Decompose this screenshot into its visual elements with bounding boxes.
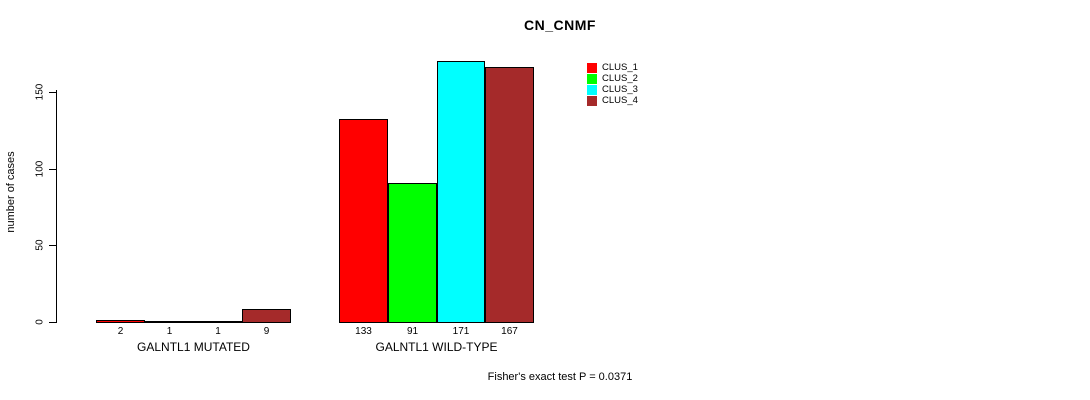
y-tick-mark	[49, 92, 56, 93]
legend: CLUS_1 CLUS_2 CLUS_3 CLUS_4	[587, 62, 638, 106]
category-label: GALNTL1 MUTATED	[137, 340, 250, 354]
legend-label: CLUS_2	[602, 73, 638, 84]
bar-clus_4-group2	[485, 67, 534, 323]
bar-value-label: 133	[355, 326, 372, 337]
legend-swatch-icon	[587, 84, 597, 95]
legend-label: CLUS_4	[602, 95, 638, 106]
y-axis-label: number of cases	[5, 151, 17, 233]
legend-swatch-icon	[587, 73, 597, 84]
legend-item-clus_2: CLUS_2	[587, 73, 638, 84]
bar-value-label: 171	[452, 326, 470, 337]
x-axis-baseline	[339, 322, 534, 323]
bar-value-label: 1	[166, 326, 173, 337]
legend-swatch-icon	[587, 95, 597, 106]
bar-clus_2-group2	[388, 183, 437, 323]
legend-item-clus_1: CLUS_1	[587, 62, 638, 73]
bar-value-label: 2	[117, 326, 124, 337]
x-axis-baseline	[96, 322, 291, 323]
legend-item-clus_3: CLUS_3	[587, 84, 638, 95]
category-label: GALNTL1 WILD-TYPE	[375, 340, 498, 354]
legend-swatch-icon	[587, 62, 597, 73]
y-axis-line	[56, 90, 57, 323]
bar-clus_4-group1	[242, 309, 291, 323]
y-tick-mark	[49, 245, 56, 246]
y-tick-mark	[49, 169, 56, 170]
legend-label: CLUS_3	[602, 84, 638, 95]
footnote-text: Fisher's exact test P = 0.0371	[487, 371, 633, 383]
bar-value-label: 1	[215, 326, 221, 337]
bar-value-label: 91	[406, 326, 419, 337]
bar-value-label: 9	[263, 326, 270, 337]
bar-clus_1-group2	[339, 119, 388, 323]
legend-label: CLUS_1	[602, 62, 638, 73]
chart-title: CN_CNMF	[524, 17, 596, 33]
y-tick-mark	[49, 322, 56, 323]
legend-item-clus_4: CLUS_4	[587, 95, 638, 106]
bar-clus_3-group2	[437, 61, 485, 323]
bar-value-label: 167	[501, 326, 518, 337]
